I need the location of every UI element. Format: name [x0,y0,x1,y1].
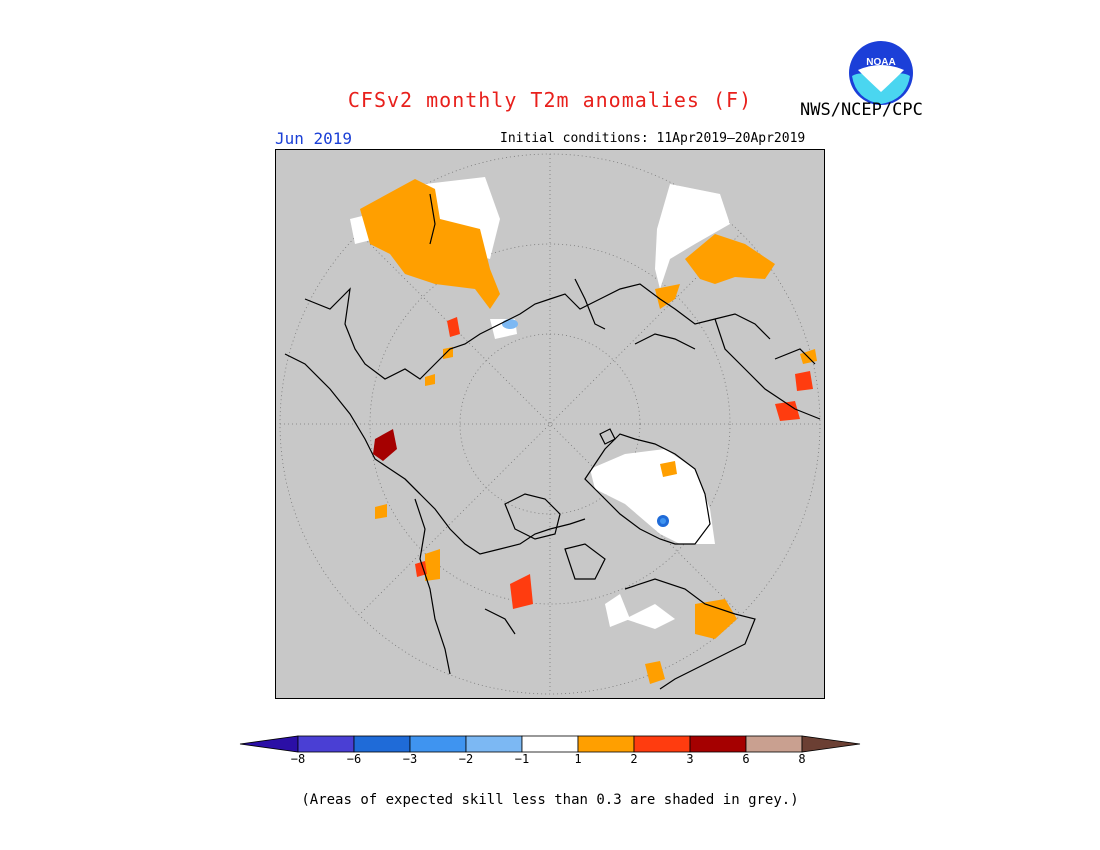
coastlines [284,193,821,690]
colorbar-tick-label: 6 [742,752,750,766]
colorbar-segment [465,735,523,753]
colorbar-segment [745,735,803,753]
colorbar-segment [689,735,747,753]
colorbar-tick-label: 2 [630,752,638,766]
colorbar-arrow-high [801,735,861,753]
graticule [279,153,821,695]
svg-text:NOAA: NOAA [866,57,895,68]
colorbar-segment [353,735,411,753]
org-label: NWS/NCEP/CPC [800,100,923,120]
initial-conditions-label: Initial conditions: 11Apr2019–20Apr2019 [500,131,806,146]
colorbar-segment [409,735,467,753]
polar-map [275,149,825,699]
colorbar-tick-label: 3 [686,752,694,766]
anomaly-red-regions [415,317,813,609]
colorbar-tick-label: 8 [798,752,806,766]
color-legend [239,735,861,753]
month-label: Jun 2019 [275,129,353,148]
colorbar-segment [577,735,635,753]
colorbar-segment [633,735,691,753]
colorbar-tick-label: −1 [514,752,530,766]
colorbar-tick-label: −3 [402,752,418,766]
anomaly-darkred-regions [373,429,397,461]
colorbar-tick-label: −2 [458,752,474,766]
noaa-logo: NOAA [849,41,913,105]
footnote: (Areas of expected skill less than 0.3 a… [301,792,799,808]
colorbar-tick-label: 1 [574,752,582,766]
colorbar-segment [297,735,355,753]
colorbar-segment [521,735,579,753]
colorbar-arrow-low [239,735,299,753]
chart-title: CFSv2 monthly T2m anomalies (F) [347,88,753,112]
colorbar-tick-label: −6 [346,752,362,766]
colorbar-tick-label: −8 [290,752,306,766]
